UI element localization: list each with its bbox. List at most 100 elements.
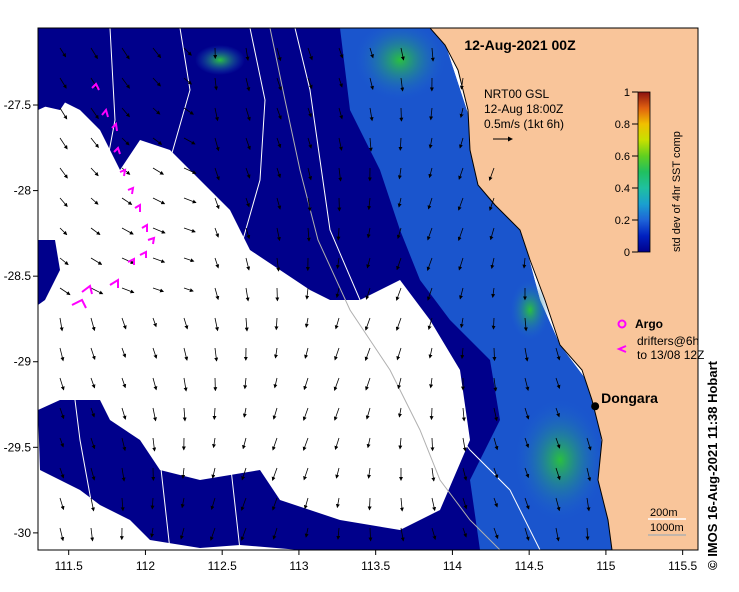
velocity-arrow	[59, 407, 65, 420]
velocity-legend-line2: 12-Aug 18:00Z	[484, 102, 563, 116]
velocity-arrow	[59, 497, 65, 511]
platform-legend: Argo drifters@6h to 13/08 12Z	[616, 317, 704, 362]
velocity-arrow	[555, 437, 561, 449]
velocity-arrow	[397, 377, 402, 390]
x-tick-label: 111.5	[55, 559, 84, 573]
velocity-arrow	[121, 467, 126, 482]
credit-text: © IMOS 16-Aug-2021 11:38 Hobart	[705, 361, 720, 570]
velocity-arrow	[245, 287, 250, 302]
velocity-arrow	[183, 377, 188, 392]
drifter-track	[71, 82, 156, 309]
velocity-arrow	[59, 317, 64, 332]
velocity-arrow	[555, 407, 560, 418]
velocity-arrow	[458, 167, 464, 180]
velocity-arrow	[493, 497, 498, 508]
x-tick-label: 112	[136, 559, 155, 573]
velocity-arrow	[274, 317, 279, 331]
velocity-arrow	[335, 257, 340, 270]
velocity-arrow	[59, 437, 64, 448]
velocity-arrow	[272, 527, 278, 540]
velocity-arrow	[336, 527, 341, 540]
velocity-arrow	[90, 137, 99, 148]
velocity-arrow	[211, 467, 216, 479]
map-layers	[38, 28, 698, 550]
velocity-arrow	[245, 47, 250, 61]
velocity-legend-line3: 0.5m/s (1kt 6h)	[484, 117, 564, 131]
velocity-arrow	[276, 137, 282, 149]
velocity-arrow	[245, 107, 251, 122]
velocity-arrow	[366, 227, 371, 239]
velocity-arrow	[555, 377, 561, 390]
velocity-arrow	[90, 257, 103, 265]
velocity-arrow	[59, 347, 65, 362]
velocity-arrow	[243, 377, 248, 390]
y-tick-label: -28.5	[4, 269, 32, 283]
velocity-arrow	[307, 77, 313, 90]
isobath-legend: 200m 1000m	[648, 507, 686, 536]
velocity-arrow	[431, 497, 437, 512]
velocity-arrow	[214, 107, 219, 122]
velocity-arrow	[524, 347, 529, 362]
velocity-arrow	[242, 437, 247, 450]
velocity-arrow	[59, 167, 68, 179]
isobath-1000m	[269, 28, 501, 550]
velocity-arrow	[303, 497, 309, 510]
plot-frame	[37, 27, 699, 551]
velocity-arrow	[183, 257, 195, 263]
velocity-arrow	[121, 77, 130, 89]
velocity-arrow	[493, 407, 499, 422]
velocity-arrow	[335, 287, 340, 298]
velocity-arrow	[183, 137, 196, 145]
velocity-arrow	[398, 437, 403, 450]
velocity-arrow	[397, 197, 402, 208]
velocity-arrow	[462, 527, 467, 538]
isobath-200m	[294, 28, 541, 550]
velocity-arrow	[491, 317, 496, 330]
velocity-arrow	[121, 377, 127, 389]
velocity-arrow	[241, 467, 247, 481]
velocity-arrow	[152, 107, 161, 115]
velocity-arrow	[302, 407, 309, 421]
velocity-arrow	[240, 497, 247, 511]
velocity-arrow	[395, 317, 402, 331]
drifters-label-line1: drifters@6h	[637, 334, 699, 348]
velocity-arrow	[121, 227, 134, 235]
map-title: 12-Aug-2021 00Z	[464, 37, 576, 53]
velocity-arrow	[121, 137, 130, 146]
velocity-arrow	[214, 317, 219, 332]
velocity-arrow	[245, 257, 251, 271]
velocity-arrow	[183, 107, 194, 115]
velocity-arrow	[365, 287, 371, 300]
sst-high-patch-coast	[510, 280, 550, 340]
velocity-arrow	[338, 107, 344, 120]
velocity-arrow	[121, 437, 127, 452]
velocity-arrow	[209, 527, 216, 541]
velocity-arrow	[522, 257, 527, 269]
drifters-label-line2: to 13/08 12Z	[637, 348, 704, 362]
velocity-arrow	[459, 107, 464, 118]
velocity-arrow	[121, 197, 133, 205]
velocity-arrow	[152, 287, 165, 293]
velocity-arrow	[365, 407, 371, 420]
velocity-arrow	[120, 497, 125, 512]
colorbar-tick-label: 0.6	[615, 151, 630, 163]
sst-coverage-west-band	[38, 240, 60, 305]
velocity-arrow	[335, 497, 340, 509]
velocity-arrow	[462, 467, 468, 481]
velocity-arrow	[214, 227, 220, 238]
velocity-legend-line1: NRT00 GSL	[484, 87, 549, 101]
velocity-arrow	[90, 167, 99, 177]
velocity-arrow	[152, 257, 166, 263]
velocity-arrow	[492, 347, 497, 362]
dongara-place: Dongara	[591, 390, 658, 411]
velocity-arrow	[59, 467, 65, 479]
velocity-arrow	[183, 317, 189, 330]
x-tick-label: 114.5	[515, 559, 544, 573]
velocity-arrow	[430, 47, 435, 62]
y-tick-label: -29	[14, 355, 32, 369]
velocity-arrow	[427, 287, 433, 301]
velocity-arrow	[493, 527, 499, 540]
velocity-arrow	[214, 137, 220, 152]
velocity-arrow	[524, 437, 530, 449]
velocity-arrow	[462, 497, 468, 510]
